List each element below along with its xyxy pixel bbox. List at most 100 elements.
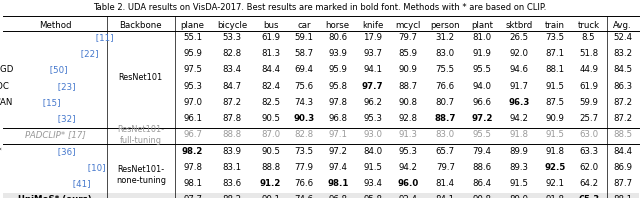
Text: 91.7: 91.7 [509, 82, 529, 91]
Text: 59.1: 59.1 [294, 33, 314, 42]
Text: Table 2. UDA results on VisDA-2017. Best results are marked in bold font. Method: Table 2. UDA results on VisDA-2017. Best… [93, 3, 547, 12]
Text: 96.0: 96.0 [397, 179, 419, 188]
Text: horse: horse [326, 21, 350, 30]
Text: 94.6: 94.6 [509, 66, 529, 74]
Text: 86.3: 86.3 [613, 82, 632, 91]
Text: 83.9: 83.9 [223, 147, 241, 156]
Text: 97.5: 97.5 [183, 66, 202, 74]
Text: 74.6: 74.6 [294, 195, 314, 198]
Text: 58.7: 58.7 [294, 49, 314, 58]
Text: [32]: [32] [55, 114, 76, 123]
Text: 96.7: 96.7 [183, 130, 202, 139]
Text: 87.5: 87.5 [545, 98, 564, 107]
Text: 92.1: 92.1 [545, 179, 564, 188]
Text: 88.7: 88.7 [398, 82, 417, 91]
Text: 90.5: 90.5 [261, 114, 280, 123]
Text: 65.3: 65.3 [578, 195, 599, 198]
Text: 91.5: 91.5 [545, 82, 564, 91]
Text: 87.8: 87.8 [222, 114, 241, 123]
Text: 95.5: 95.5 [473, 66, 492, 74]
Text: 77.9: 77.9 [294, 163, 314, 172]
Text: 53.3: 53.3 [222, 33, 241, 42]
Text: 95.3: 95.3 [183, 82, 202, 91]
Text: 88.7: 88.7 [435, 114, 456, 123]
Text: 97.8: 97.8 [183, 163, 202, 172]
Text: CAN: CAN [0, 98, 13, 107]
Text: 84.4: 84.4 [261, 66, 280, 74]
Text: 69.4: 69.4 [294, 66, 314, 74]
Text: 94.1: 94.1 [364, 66, 382, 74]
Text: ResNet101-
full-tuning: ResNet101- full-tuning [117, 125, 164, 145]
Text: 81.0: 81.0 [472, 33, 492, 42]
Text: 93.7: 93.7 [364, 49, 382, 58]
Text: 82.8: 82.8 [222, 49, 241, 58]
Text: 95.3: 95.3 [364, 114, 382, 123]
Text: 88.8: 88.8 [261, 163, 280, 172]
Text: 89.3: 89.3 [509, 163, 529, 172]
Text: 76.6: 76.6 [436, 82, 455, 91]
Text: 84.5: 84.5 [613, 66, 632, 74]
Text: 90.8: 90.8 [473, 195, 492, 198]
Text: [41]: [41] [70, 179, 91, 188]
Text: 63.3: 63.3 [579, 147, 598, 156]
Text: 79.4: 79.4 [473, 147, 492, 156]
Text: 88.8: 88.8 [222, 130, 241, 139]
Text: [22]: [22] [77, 49, 98, 58]
Text: 97.2: 97.2 [472, 114, 493, 123]
Text: 97.4: 97.4 [328, 163, 348, 172]
Text: 61.9: 61.9 [261, 33, 280, 42]
Text: 76.6: 76.6 [294, 179, 314, 188]
Text: plane: plane [180, 21, 205, 30]
Text: 95.8: 95.8 [364, 195, 382, 198]
Text: 61.9: 61.9 [579, 82, 598, 91]
Text: plant: plant [471, 21, 493, 30]
Text: 96.8: 96.8 [328, 195, 348, 198]
Text: 97.2: 97.2 [328, 147, 348, 156]
Text: 96.3: 96.3 [508, 98, 530, 107]
Text: 91.8: 91.8 [545, 195, 564, 198]
Text: 83.6: 83.6 [222, 179, 241, 188]
Text: 65.7: 65.7 [436, 147, 455, 156]
Text: 25.7: 25.7 [579, 114, 598, 123]
Text: 82.5: 82.5 [261, 98, 280, 107]
Text: 81.4: 81.4 [436, 179, 455, 188]
Text: 83.0: 83.0 [436, 49, 455, 58]
Text: 88.1: 88.1 [545, 66, 564, 74]
Text: [15]: [15] [40, 98, 60, 107]
Text: 90.9: 90.9 [545, 114, 564, 123]
Text: 51.8: 51.8 [579, 49, 598, 58]
Text: 79.7: 79.7 [436, 163, 455, 172]
Text: 97.7: 97.7 [183, 195, 202, 198]
Text: 62.0: 62.0 [579, 163, 598, 172]
Text: 64.2: 64.2 [579, 179, 598, 188]
Text: 87.2: 87.2 [613, 98, 632, 107]
Text: 91.9: 91.9 [473, 49, 492, 58]
Text: 83.1: 83.1 [222, 163, 241, 172]
Text: 92.5: 92.5 [544, 163, 565, 172]
Text: 84.0: 84.0 [364, 147, 382, 156]
Text: CLIP*: CLIP* [0, 147, 3, 156]
Text: 95.5: 95.5 [473, 130, 492, 139]
Text: 80.7: 80.7 [436, 98, 455, 107]
Text: 90.5: 90.5 [261, 147, 280, 156]
Text: 91.5: 91.5 [509, 179, 529, 188]
Text: ATDOC: ATDOC [0, 82, 10, 91]
Text: bicycle: bicycle [217, 21, 247, 30]
Text: 26.5: 26.5 [509, 33, 529, 42]
Text: 63.0: 63.0 [579, 130, 598, 139]
Text: 83.4: 83.4 [222, 66, 241, 74]
Text: 91.5: 91.5 [364, 163, 382, 172]
Text: 90.3: 90.3 [293, 114, 314, 123]
Text: train: train [545, 21, 564, 30]
Text: 95.9: 95.9 [328, 66, 347, 74]
Text: 82.8: 82.8 [294, 130, 314, 139]
Text: 17.9: 17.9 [364, 33, 382, 42]
Text: 8.5: 8.5 [582, 33, 595, 42]
Text: 97.8: 97.8 [328, 98, 348, 107]
Text: 90.8: 90.8 [398, 98, 417, 107]
FancyBboxPatch shape [3, 193, 639, 198]
Text: 96.8: 96.8 [328, 114, 348, 123]
Text: 96.1: 96.1 [183, 114, 202, 123]
Text: 88.5: 88.5 [613, 130, 632, 139]
Text: 89.0: 89.0 [509, 195, 529, 198]
